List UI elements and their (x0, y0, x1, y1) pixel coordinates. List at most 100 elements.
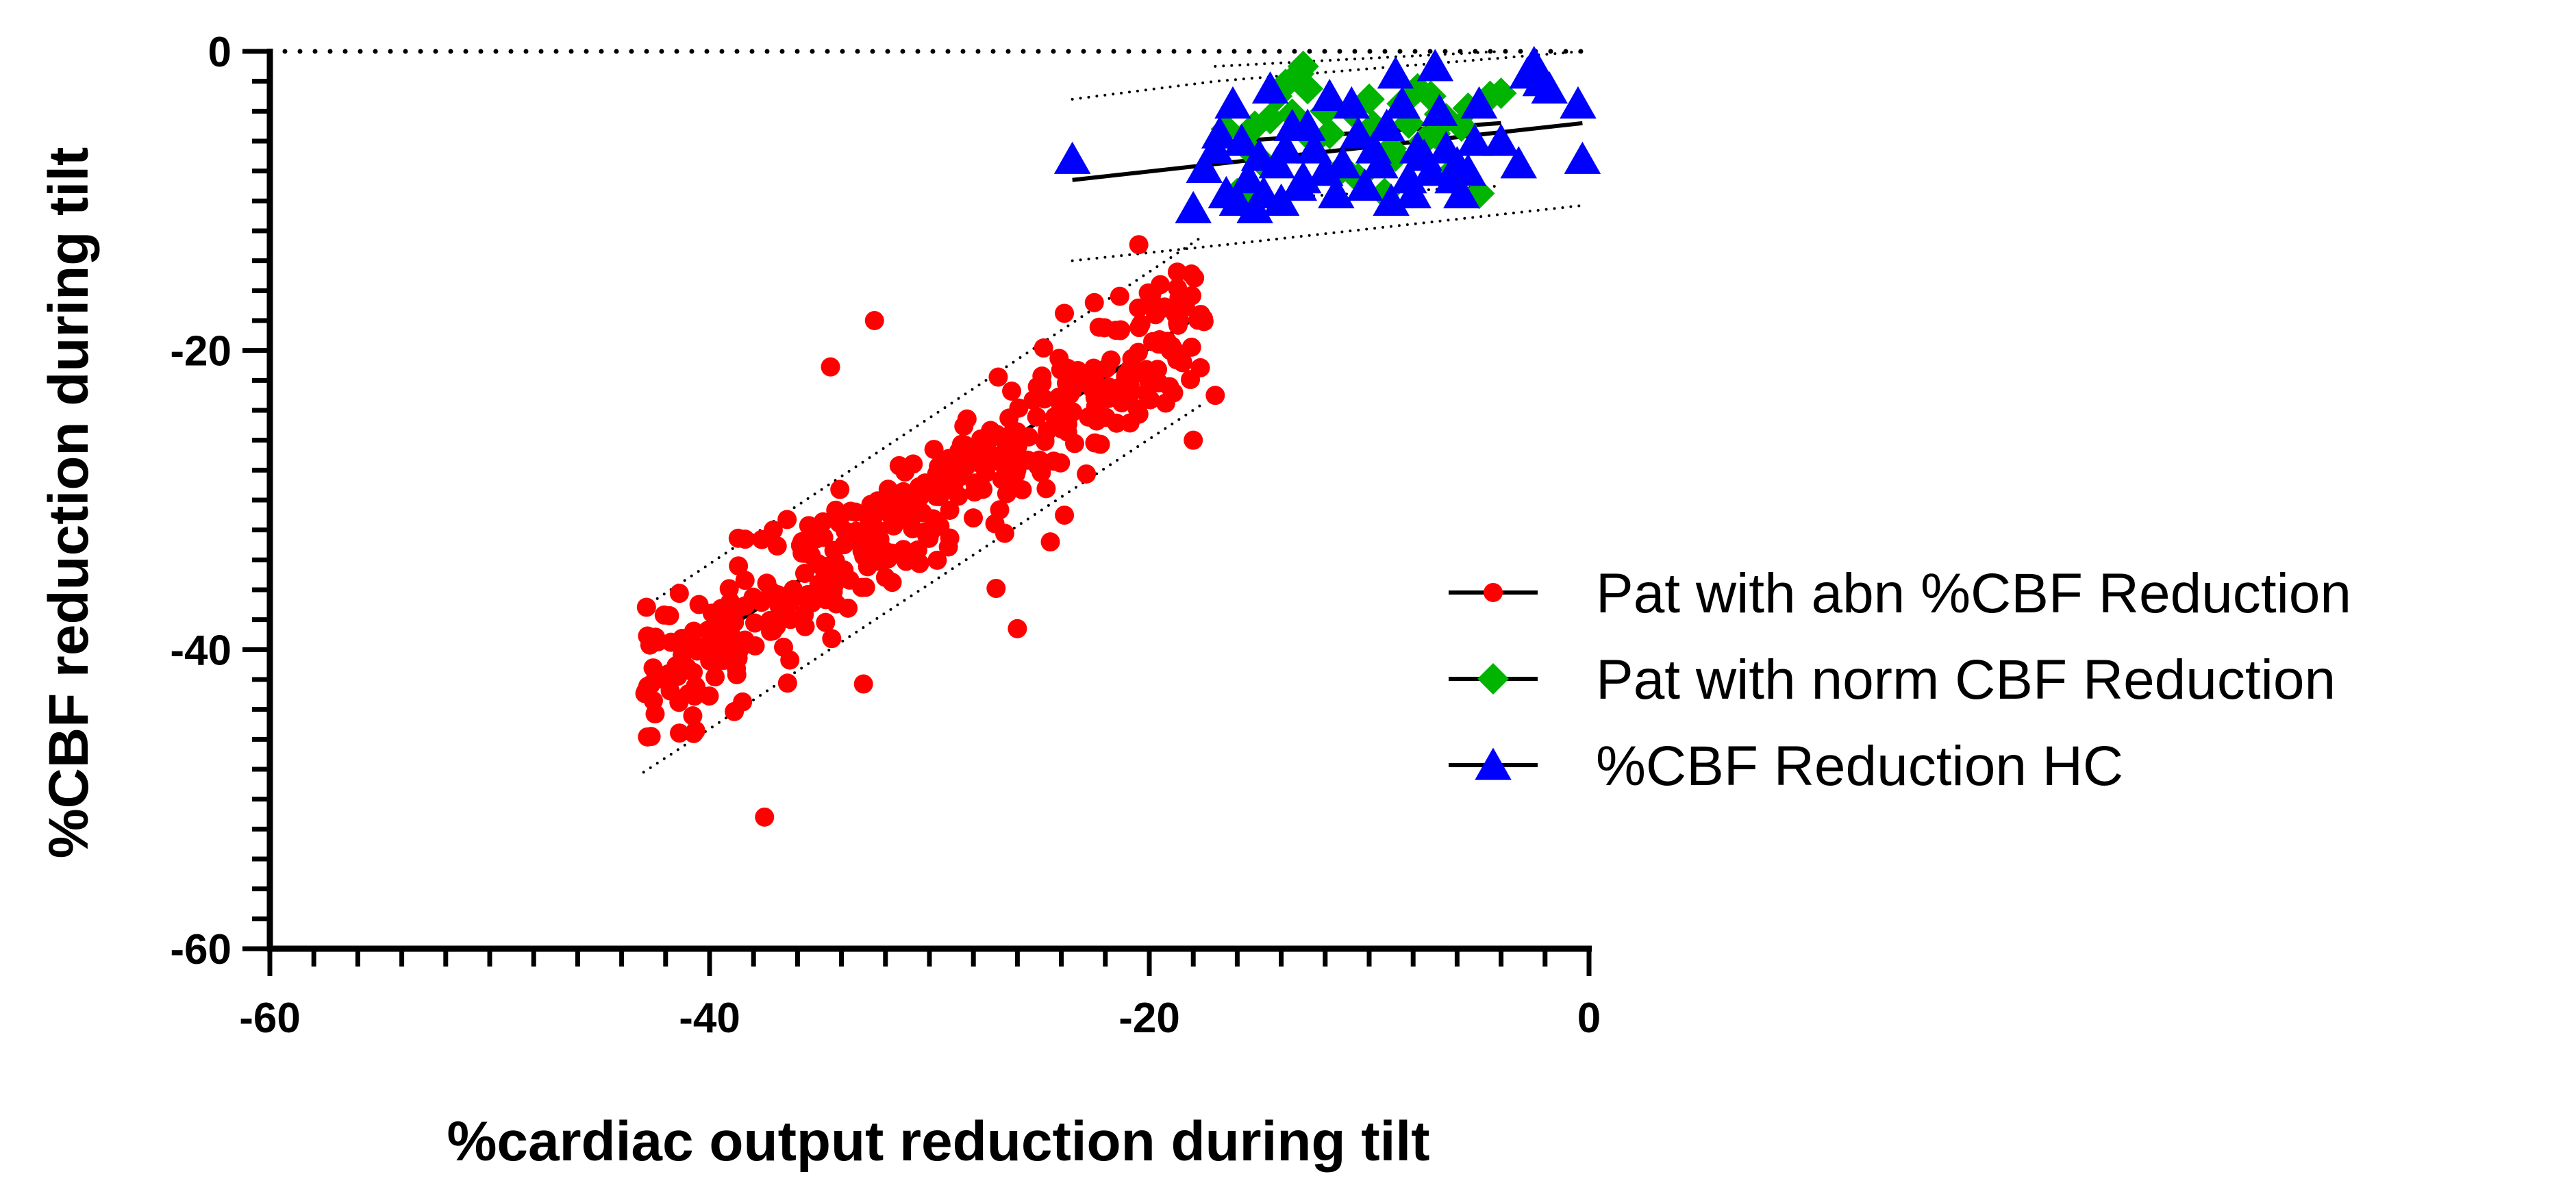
point-0-107 (940, 500, 960, 520)
point-0-330 (838, 598, 858, 618)
point-0-278 (1110, 286, 1129, 306)
y-tick-label: -60 (170, 926, 232, 973)
point-0-282 (1012, 479, 1032, 499)
point-0-222 (745, 613, 765, 633)
point-0-392 (735, 571, 755, 590)
y-axis-title: %CBF reduction during tilt (38, 147, 100, 859)
point-0-112 (670, 723, 690, 743)
point-0-416 (981, 421, 1001, 440)
point-2-24 (1346, 169, 1384, 201)
point-0-406 (1068, 360, 1088, 380)
point-0-429 (1184, 430, 1203, 450)
data-points (635, 45, 1601, 827)
point-1-8 (1287, 50, 1319, 82)
point-0-46 (986, 579, 1006, 599)
point-0-145 (1155, 393, 1175, 413)
point-0-414 (1116, 372, 1136, 392)
x-tick-label: -20 (1118, 995, 1180, 1042)
point-0-264 (889, 456, 909, 475)
point-2-51 (1289, 108, 1326, 141)
point-0-394 (892, 545, 912, 565)
point-0-427 (853, 674, 873, 694)
point-0-404 (929, 457, 949, 477)
point-0-7 (705, 667, 725, 687)
point-0-419 (654, 605, 674, 625)
point-0-269 (1084, 358, 1103, 378)
point-0-378 (1151, 299, 1171, 319)
point-2-42 (1460, 86, 1498, 119)
point-2-26 (1362, 146, 1399, 179)
point-0-174 (1167, 262, 1187, 282)
point-0-82 (1190, 358, 1210, 377)
point-0-417 (1140, 390, 1160, 410)
point-0-265 (1168, 278, 1188, 298)
point-0-274 (1002, 382, 1022, 401)
point-0-332 (1160, 377, 1179, 397)
point-0-381 (683, 706, 703, 726)
point-0-362 (1077, 464, 1097, 484)
point-0-424 (1040, 532, 1060, 552)
point-0-395 (1168, 313, 1188, 333)
point-0-379 (774, 637, 794, 657)
point-0-346 (809, 574, 829, 594)
point-0-403 (834, 560, 854, 580)
point-0-384 (729, 598, 749, 618)
point-0-141 (830, 479, 850, 499)
point-2-54 (1201, 116, 1238, 149)
point-2-8 (1229, 161, 1267, 194)
point-0-257 (1129, 318, 1149, 338)
point-0-328 (903, 454, 923, 474)
point-0-401 (728, 644, 748, 664)
point-0-366 (729, 556, 749, 576)
point-0-357 (910, 553, 929, 573)
point-0-157 (777, 510, 797, 530)
point-0-349 (761, 581, 781, 601)
point-0-318 (1194, 309, 1214, 329)
point-0-251 (895, 496, 915, 516)
point-1-9 (1292, 73, 1324, 105)
point-0-407 (816, 590, 836, 610)
point-0-178 (735, 530, 755, 549)
point-2-41 (1456, 123, 1493, 156)
point-0-44 (1055, 506, 1075, 525)
point-0-354 (1007, 422, 1027, 442)
point-0-309 (997, 484, 1016, 503)
confidence-band-upper-0 (642, 234, 1206, 610)
point-0-325 (795, 605, 814, 625)
point-0-290 (852, 540, 872, 560)
point-0-418 (847, 521, 866, 541)
point-0-428 (1205, 386, 1225, 406)
point-2-34 (1416, 49, 1454, 82)
point-0-273 (777, 673, 797, 693)
point-2-49 (1560, 86, 1597, 119)
point-0-391 (1027, 407, 1047, 427)
point-0-370 (825, 575, 845, 595)
point-0-387 (944, 478, 964, 498)
x-tick-label: -40 (679, 995, 740, 1042)
axes: -60 -40 -20 0 -60 -40 -20 0 (170, 29, 1601, 1042)
point-1-11 (1314, 118, 1346, 150)
point-0-304 (1086, 397, 1105, 416)
point-2-40 (1449, 153, 1487, 186)
point-0-302 (686, 721, 705, 740)
point-0-270 (1085, 433, 1105, 453)
point-0-255 (822, 629, 842, 649)
point-0-408 (684, 621, 703, 641)
point-0-393 (727, 658, 747, 678)
point-0-410 (1162, 336, 1181, 356)
point-0-326 (1128, 342, 1148, 362)
point-2-15 (1267, 131, 1304, 164)
point-2-30 (1395, 175, 1431, 209)
point-0-341 (940, 528, 960, 548)
point-0-400 (660, 681, 680, 701)
point-0-262 (964, 508, 984, 528)
point-2-48 (1531, 71, 1568, 104)
point-0-364 (743, 587, 763, 607)
point-0-376 (781, 593, 801, 612)
point-0-421 (864, 311, 884, 330)
y-tick-label: -20 (170, 328, 232, 375)
point-0-399 (871, 538, 891, 558)
point-0-237 (1007, 453, 1027, 473)
confidence-band-upper-2 (1071, 50, 1584, 101)
